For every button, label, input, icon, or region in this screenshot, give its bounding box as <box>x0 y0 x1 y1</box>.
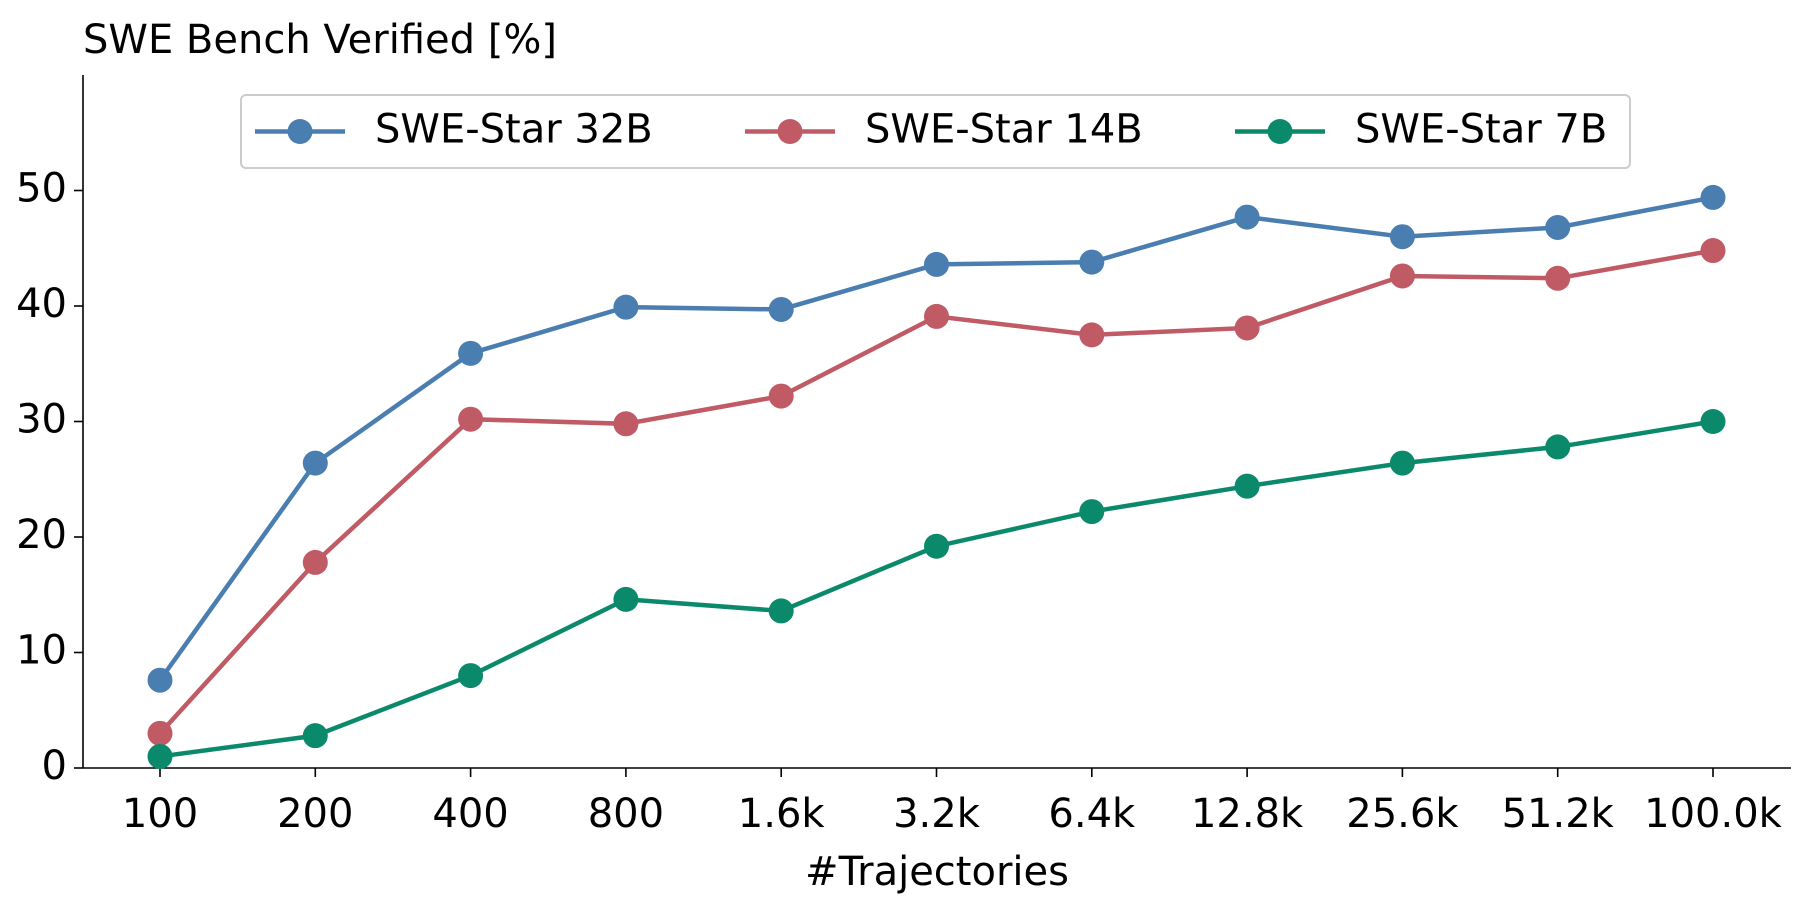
point <box>924 303 949 329</box>
point <box>768 383 794 409</box>
x-tick-label: 400 <box>432 791 508 837</box>
point <box>147 720 173 746</box>
point <box>1389 263 1415 289</box>
x-tick-label: 6.4k <box>1048 791 1136 837</box>
legend-marker <box>287 119 313 144</box>
point <box>302 450 328 476</box>
x-tick-label: 12.8k <box>1191 791 1304 837</box>
point <box>1079 249 1105 275</box>
x-axis-title: #Trajectories <box>805 849 1069 895</box>
point <box>613 411 639 437</box>
legend-label: SWE-Star 32B <box>375 107 653 153</box>
y-tick-label: 40 <box>16 281 67 327</box>
x-tick-label: 51.2k <box>1502 791 1615 837</box>
point <box>1700 184 1726 210</box>
x-tick-label: 3.2k <box>893 791 981 837</box>
point <box>613 586 639 612</box>
point <box>1234 204 1260 230</box>
legend-label: SWE-Star 14B <box>865 107 1143 153</box>
y-axis-title: SWE Bench Verified [%] <box>83 17 557 63</box>
legend-box <box>240 94 1631 169</box>
point <box>1545 434 1571 460</box>
legend-marker <box>777 119 803 144</box>
point <box>458 340 484 366</box>
point <box>458 663 484 689</box>
x-tick-label: 800 <box>588 791 664 837</box>
x-tick-label: 100.0k <box>1644 791 1783 837</box>
y-tick-label: 0 <box>42 743 67 789</box>
y-tick-label: 50 <box>16 166 67 212</box>
y-tick-label: 20 <box>16 512 67 558</box>
y-tick-label: 10 <box>16 628 67 674</box>
point <box>1700 409 1726 434</box>
point <box>1389 224 1415 250</box>
x-tick-label: 1.6k <box>738 791 826 837</box>
point <box>1389 450 1415 476</box>
point <box>1545 265 1571 291</box>
point <box>1234 315 1260 341</box>
point <box>302 723 328 749</box>
point <box>1079 499 1105 525</box>
point <box>924 251 949 277</box>
point <box>1545 214 1571 240</box>
x-tick-label: 200 <box>277 791 353 837</box>
point <box>1700 238 1726 264</box>
point <box>1079 322 1105 348</box>
point <box>147 743 173 769</box>
point <box>302 549 328 575</box>
legend-marker <box>1267 119 1293 144</box>
series-line <box>159 419 1714 759</box>
point <box>768 296 794 322</box>
x-tick-label: 25.6k <box>1346 791 1459 837</box>
point <box>924 533 949 559</box>
point <box>768 598 794 624</box>
x-tick-label: 100 <box>122 791 198 837</box>
point <box>458 406 484 432</box>
legend-label: SWE-Star 7B <box>1355 107 1607 153</box>
point <box>613 294 639 320</box>
point <box>1234 473 1260 499</box>
y-tick-label: 30 <box>16 397 67 443</box>
point <box>147 667 173 693</box>
